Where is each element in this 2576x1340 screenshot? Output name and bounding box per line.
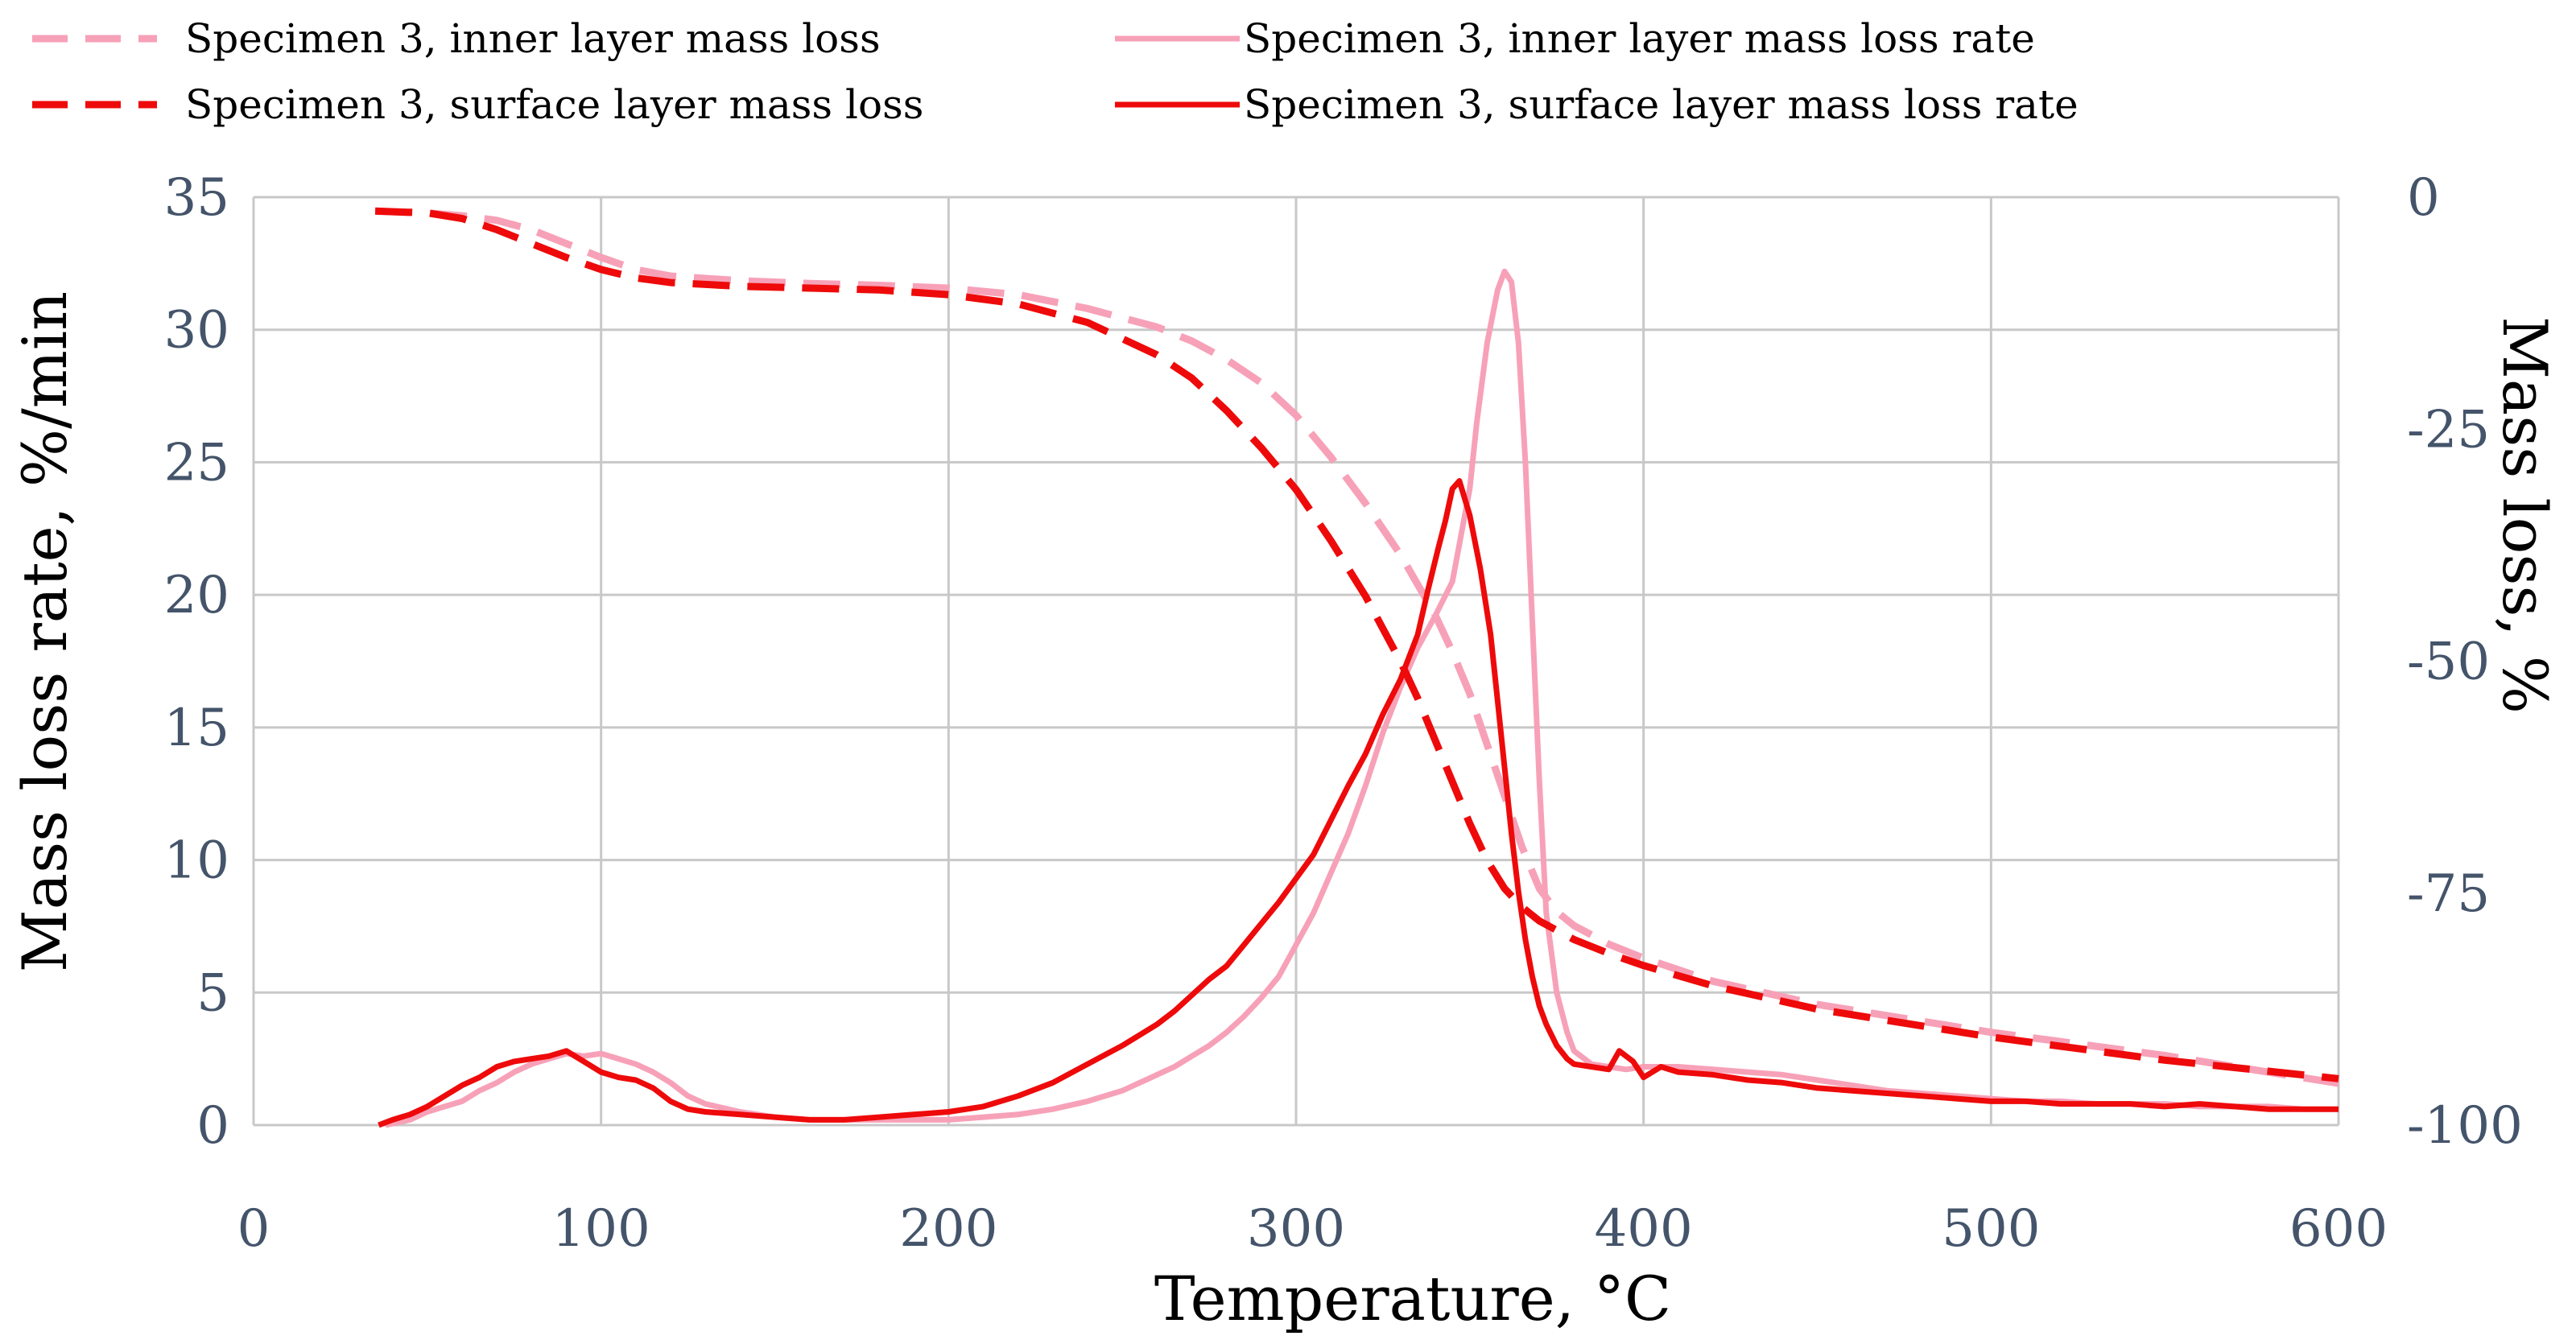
y-right-tick-label: -75 — [2407, 864, 2490, 924]
series-line-4 — [378, 478, 2339, 1128]
y-right-tick-label: -50 — [2407, 633, 2490, 692]
y-left-tick-label: 20 — [164, 566, 229, 625]
x-tick-label: 400 — [1595, 1199, 1693, 1259]
y-left-tick-label: 0 — [196, 1096, 229, 1156]
y-left-tick-label: 30 — [164, 301, 229, 361]
grid — [252, 196, 2340, 1127]
y-left-tick-label: 25 — [164, 433, 229, 493]
legend-label-2: Specimen 3, surface layer mass loss — [185, 81, 923, 128]
y-axis-right-title: Mass loss, % — [2489, 316, 2561, 714]
legend-label-4: Specimen 3, surface layer mass loss rate — [1244, 81, 2079, 128]
y-left-tick-label: 15 — [164, 699, 229, 758]
x-axis-title: Temperature, °C — [1154, 1263, 1671, 1334]
tick-labels: 0 100 200 300 400 500 600 0 5 10 15 20 25 30 35 -100 -75… — [164, 168, 2523, 1259]
x-tick-label: 500 — [1942, 1199, 2040, 1259]
legend-label-3: Specimen 3, inner layer mass loss rate — [1244, 15, 2035, 62]
y-right-tick-label: -100 — [2407, 1096, 2523, 1156]
y-right-tick-label: -25 — [2407, 400, 2490, 460]
x-tick-label: 100 — [552, 1199, 650, 1259]
y-right-tick-label: 0 — [2407, 168, 2440, 228]
y-left-tick-label: 10 — [164, 831, 229, 891]
legend-label-1: Specimen 3, inner layer mass loss — [185, 15, 881, 62]
x-tick-label: 200 — [899, 1199, 997, 1259]
y-axis-left-title: Mass loss rate, %/min — [9, 291, 80, 972]
x-tick-label: 300 — [1247, 1199, 1345, 1259]
y-left-tick-label: 5 — [196, 963, 229, 1023]
legend: Specimen 3, inner layer mass loss Specime… — [32, 15, 2079, 128]
x-tick-label: 600 — [2289, 1199, 2388, 1259]
x-tick-label: 0 — [237, 1199, 270, 1259]
y-left-tick-label: 35 — [164, 168, 229, 228]
series-line-3 — [385, 268, 2339, 1128]
series-line-2 — [374, 207, 2339, 1082]
series-line-1 — [374, 207, 2339, 1087]
series-layer — [374, 207, 2339, 1128]
